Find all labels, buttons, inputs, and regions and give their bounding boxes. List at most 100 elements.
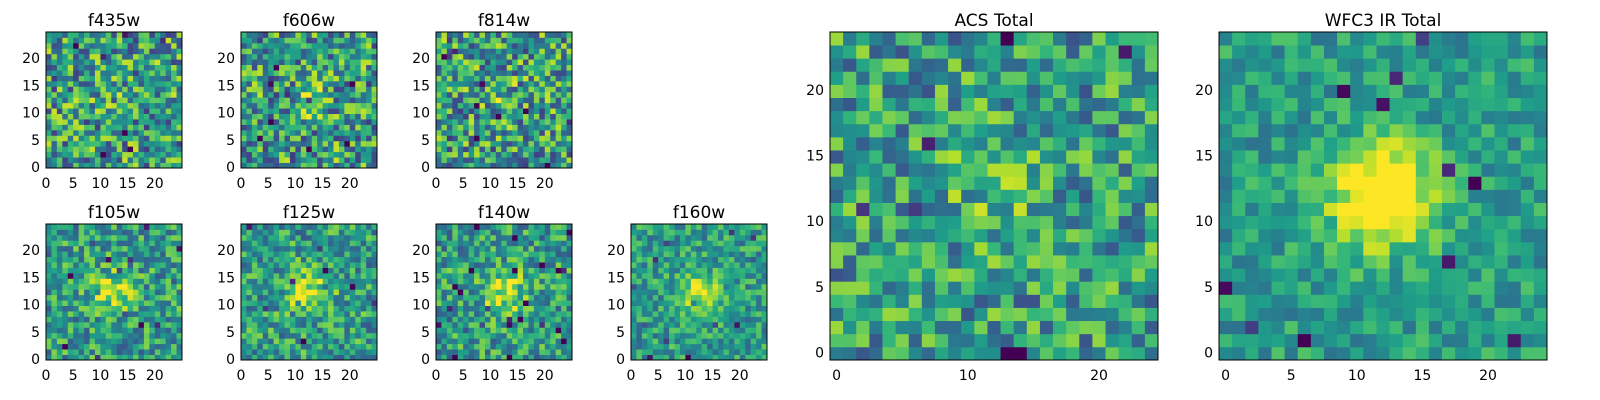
heatmap-cell — [533, 256, 540, 263]
heatmap-cell — [344, 256, 351, 263]
heatmap-cell — [160, 53, 167, 60]
heatmap-cell — [739, 256, 746, 263]
heatmap-cell — [528, 251, 535, 258]
heatmap-cell — [306, 256, 313, 263]
heatmap-cell — [566, 245, 573, 252]
heatmap-cell — [94, 311, 101, 317]
heatmap-cell — [652, 305, 659, 312]
heatmap-cell — [349, 294, 356, 301]
heatmap-cell — [882, 255, 896, 269]
heatmap-cell — [371, 224, 378, 230]
heatmap-cell — [94, 300, 101, 306]
heatmap-cell — [73, 338, 80, 345]
heatmap-cell — [756, 311, 762, 317]
heatmap-cell — [268, 245, 275, 252]
heatmap-cell — [311, 300, 318, 306]
heatmap-cell — [127, 272, 134, 279]
y-tick-label: 10 — [217, 298, 235, 314]
heatmap-cell — [561, 272, 567, 279]
heatmap-cell — [360, 129, 367, 136]
heatmap-cell — [934, 215, 949, 230]
heatmap-cell — [512, 32, 518, 38]
heatmap-cell — [171, 283, 177, 290]
heatmap-cell — [171, 256, 177, 263]
heatmap-cell — [105, 327, 112, 334]
heatmap-cell — [306, 113, 313, 120]
heatmap-cell — [349, 300, 356, 306]
heatmap-cell — [127, 59, 134, 66]
heatmap-cell — [761, 256, 768, 263]
heatmap-cell — [251, 140, 258, 147]
heatmap-cell — [273, 42, 280, 49]
heatmap-cell — [89, 343, 96, 350]
heatmap-cell — [317, 91, 323, 98]
heatmap-cell — [306, 234, 313, 241]
heatmap-cell — [284, 251, 291, 258]
heatmap-cell — [745, 224, 752, 230]
heatmap-cell — [355, 332, 362, 339]
heatmap-cell — [138, 53, 145, 60]
heatmap-cell — [523, 343, 529, 350]
heatmap-cell — [289, 321, 296, 328]
heatmap-cell — [506, 70, 513, 76]
heatmap-cell — [73, 251, 80, 258]
heatmap-cell — [51, 37, 58, 44]
heatmap-cell — [948, 346, 962, 361]
heatmap-cell — [262, 75, 269, 82]
heatmap-cell — [452, 157, 459, 163]
heatmap-cell — [528, 102, 535, 109]
heatmap-cell — [127, 305, 134, 312]
heatmap-cell — [100, 349, 107, 355]
heatmap-cell — [89, 37, 96, 44]
heatmap-cell — [718, 251, 724, 258]
heatmap-cell — [165, 321, 172, 328]
heatmap-cell — [56, 113, 63, 120]
heatmap-cell — [436, 70, 442, 76]
heatmap-cell — [679, 272, 686, 279]
heatmap-cell — [843, 320, 857, 335]
heatmap-cell — [495, 119, 502, 125]
heatmap-cell — [1092, 163, 1106, 177]
heatmap-cell — [436, 245, 442, 252]
heatmap-cell — [344, 80, 351, 87]
heatmap-cell — [495, 240, 502, 247]
heatmap-cell — [116, 316, 123, 323]
heatmap-cell — [78, 80, 85, 87]
heatmap-cell — [67, 162, 74, 169]
heatmap-cell — [122, 283, 128, 290]
heatmap-cell — [718, 283, 724, 290]
heatmap-cell — [479, 48, 486, 55]
heatmap-cell — [555, 119, 562, 125]
heatmap-cell — [322, 80, 329, 87]
heatmap-cell — [1118, 294, 1133, 308]
heatmap-cell — [669, 343, 675, 350]
heatmap-cell — [311, 262, 318, 268]
heatmap-cell — [284, 327, 291, 334]
heatmap-cell — [78, 113, 85, 120]
heatmap-cell — [160, 113, 167, 120]
heatmap-cell — [1000, 202, 1015, 217]
heatmap-cell — [344, 151, 351, 158]
heatmap-cell — [262, 278, 269, 285]
panel-title: f606w — [283, 11, 335, 31]
heatmap-cell — [490, 140, 497, 147]
heatmap-cell — [474, 224, 480, 230]
heatmap-cell — [561, 140, 567, 147]
heatmap-cell — [116, 262, 123, 268]
heatmap-cell — [176, 354, 183, 361]
panel-title: f140w — [478, 203, 530, 223]
panel-title: f435w — [88, 11, 140, 31]
heatmap-cell — [105, 278, 112, 285]
heatmap-cell — [251, 267, 258, 274]
heatmap-cell — [133, 59, 139, 66]
heatmap-cell — [241, 86, 247, 93]
heatmap-cell — [84, 113, 90, 120]
heatmap-cell — [745, 338, 752, 345]
heatmap-cell — [138, 119, 145, 125]
heatmap-cell — [171, 332, 177, 339]
heatmap-cell — [761, 349, 768, 355]
heatmap-cell — [1039, 346, 1054, 361]
heatmap-cell — [257, 224, 264, 230]
heatmap-cell — [441, 64, 448, 71]
heatmap-cell — [116, 283, 123, 290]
